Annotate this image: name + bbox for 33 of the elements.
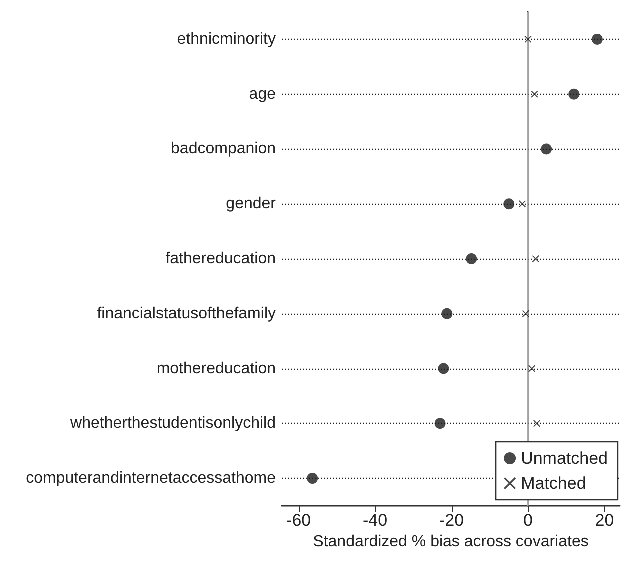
- legend-label: Matched: [521, 474, 586, 493]
- y-tick-label: fathereducation: [166, 250, 276, 268]
- y-tick-label: ethnicminority: [177, 30, 276, 48]
- point: [504, 198, 515, 210]
- y-tick-label: age: [249, 86, 276, 103]
- y-tick-label: gender: [226, 196, 277, 213]
- x-axis-title: Standardized % bias across covariates: [313, 533, 589, 550]
- point: [534, 420, 541, 428]
- point: [541, 144, 552, 155]
- legend-label: Unmatched: [521, 449, 608, 468]
- point: [522, 310, 530, 318]
- point: [524, 36, 532, 43]
- point: [519, 200, 526, 208]
- y-tick-label: financialstatusofthefamily: [97, 305, 276, 322]
- x-tick-label: -60: [286, 511, 312, 530]
- point: [568, 88, 580, 100]
- point: [442, 308, 453, 320]
- point: [307, 473, 318, 484]
- point: [531, 90, 538, 98]
- x-tick-label: -20: [439, 511, 464, 530]
- point: [438, 363, 450, 374]
- y-tick-label: badcompanion: [171, 140, 276, 158]
- x-tick-label: -40: [363, 511, 388, 530]
- y-tick-label: computerandinternetaccessathome: [26, 470, 276, 488]
- x-tick-label: 0: [524, 511, 533, 530]
- point: [528, 365, 536, 372]
- point: [532, 256, 540, 262]
- x-tick-label: 20: [595, 511, 614, 530]
- point: [466, 254, 478, 264]
- point: [434, 418, 446, 430]
- point: [592, 34, 603, 45]
- y-tick-label: whetherthestudentisonlychild: [70, 415, 276, 432]
- y-tick-label: mothereducation: [156, 360, 276, 378]
